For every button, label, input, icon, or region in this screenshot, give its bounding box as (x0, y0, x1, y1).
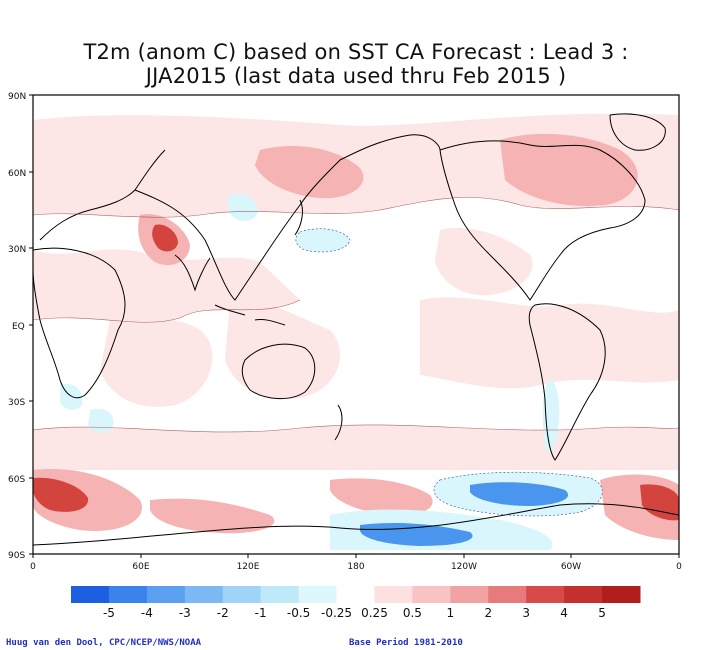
colorbar-swatch (412, 586, 451, 603)
map-title-line2: JJA2015 (last data used thru Feb 2015 ) (145, 64, 567, 88)
colorbar-label: -5 (103, 606, 115, 620)
colorbar (71, 586, 641, 603)
colorbar-swatch (336, 586, 375, 603)
colorbar-label: -3 (179, 606, 191, 620)
lat-label-90s: 90S (8, 551, 25, 561)
lat-label-eq: EQ (12, 322, 25, 332)
colorbar-swatch (184, 586, 224, 603)
colorbar-swatch (450, 586, 489, 603)
colorbar-label: 0.5 (403, 606, 422, 620)
colorbar-swatch (564, 586, 603, 603)
lon-label-0-east: 0 (676, 562, 682, 572)
lon-label-60w: 60W (561, 562, 581, 572)
colorbar-label: -0.25 (321, 606, 352, 620)
colorbar-label: 5 (598, 606, 606, 620)
lon-label-0: 0 (30, 562, 36, 572)
colorbar-label: 2 (484, 606, 492, 620)
colorbar-swatch (260, 586, 300, 603)
colorbar-swatch (488, 586, 527, 603)
colorbar-label: -2 (217, 606, 229, 620)
continent-outlines (33, 113, 679, 546)
lon-label-120e: 120E (237, 562, 260, 572)
lat-label-90n: 90N (8, 92, 26, 102)
map-title-line1: T2m (anom C) based on SST CA Forecast : … (83, 40, 629, 64)
cool-contours (295, 228, 603, 517)
colorbar-swatch (71, 586, 110, 603)
colorbar-label: -0.5 (287, 606, 310, 620)
colorbar-label: 0.25 (361, 606, 388, 620)
lat-label-60s: 60S (8, 475, 25, 485)
extreme-warm-cores (33, 224, 679, 521)
lon-label-120w: 120W (451, 562, 477, 572)
lat-label-30n: 30N (8, 245, 26, 255)
colorbar-swatch (298, 586, 338, 603)
lat-label-60n: 60N (8, 169, 26, 179)
colorbar-swatch (374, 586, 413, 603)
colorbar-label: -1 (255, 606, 267, 620)
lat-label-30s: 30S (8, 398, 25, 408)
colorbar-swatch (222, 586, 262, 603)
colorbar-label: 3 (522, 606, 530, 620)
base-period-text: Base Period 1981-2010 (349, 638, 463, 648)
axis-ticks (29, 94, 680, 558)
credit-text: Huug van den Dool, CPC/NCEP/NWS/NOAA (6, 638, 202, 648)
colorbar-swatch (602, 586, 641, 603)
colorbar-label: 1 (447, 606, 455, 620)
colorbar-swatch (108, 586, 148, 603)
colorbar-labels: -5 -4 -3 -2 -1 -0.5 -0.25 0.25 0.5 1 2 3 4 5 (103, 606, 606, 620)
anomaly-contours (33, 197, 679, 433)
colorbar-swatch (146, 586, 186, 603)
lon-label-60e: 60E (132, 562, 149, 572)
map-plot-area (33, 95, 679, 554)
colorbar-label: 4 (560, 606, 568, 620)
colorbar-label: -4 (141, 606, 153, 620)
colorbar-swatch (526, 586, 565, 603)
lon-label-180: 180 (347, 562, 364, 572)
